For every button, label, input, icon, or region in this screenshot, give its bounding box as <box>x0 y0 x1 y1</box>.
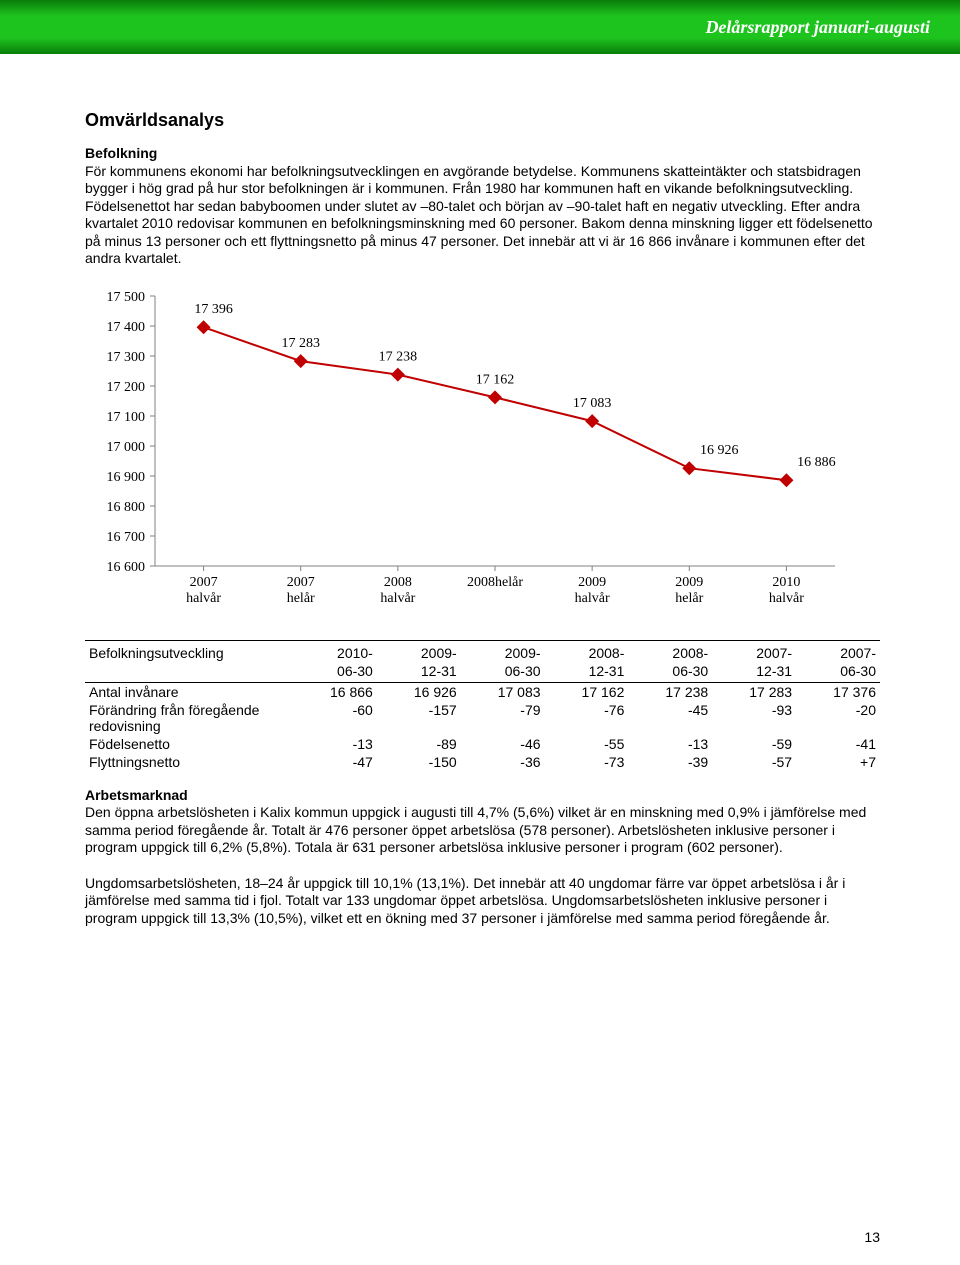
svg-text:2008: 2008 <box>384 575 412 590</box>
table-cell: -55 <box>545 735 629 753</box>
table-row: Flyttningsnetto-47-150-36-73-39-57+7 <box>85 753 880 771</box>
svg-text:17 283: 17 283 <box>281 336 320 351</box>
table-header-cell: 2009- <box>461 640 545 662</box>
table-cell: 17 238 <box>628 682 712 701</box>
table-cell: -60 <box>293 701 377 735</box>
table-cell: 16 926 <box>377 682 461 701</box>
arbetsmarknad-p1: Arbetsmarknad Den öppna arbetslösheten i… <box>85 787 880 857</box>
table-row: Förändring från föregående redovisning-6… <box>85 701 880 735</box>
table-header-cell: 2008- <box>628 640 712 662</box>
table-header-cell: 2010- <box>293 640 377 662</box>
svg-text:16 926: 16 926 <box>700 443 739 458</box>
table-cell: Flyttningsnetto <box>85 753 293 771</box>
table-header-cell: 12-31 <box>712 662 796 683</box>
svg-text:helår: helår <box>287 591 315 606</box>
befolkning-paragraph: Befolkning För kommunens ekonomi har bef… <box>85 145 880 268</box>
table-cell: -13 <box>293 735 377 753</box>
table-cell: -46 <box>461 735 545 753</box>
table-header-cell <box>85 662 293 683</box>
table-cell: -47 <box>293 753 377 771</box>
header-bar: Delårsrapport januari-augusti <box>0 0 960 54</box>
svg-text:17 000: 17 000 <box>107 440 146 455</box>
section-title: Omvärldsanalys <box>85 110 880 131</box>
svg-text:2007: 2007 <box>190 575 218 590</box>
arbetsmarknad-p2: Ungdomsarbetslösheten, 18–24 år uppgick … <box>85 875 880 928</box>
svg-text:halvår: halvår <box>575 591 610 606</box>
svg-text:2007: 2007 <box>287 575 315 590</box>
svg-text:17 100: 17 100 <box>107 410 146 425</box>
sub-title-arbetsmarknad: Arbetsmarknad <box>85 787 188 803</box>
svg-text:16 800: 16 800 <box>107 500 146 515</box>
table-cell: -45 <box>628 701 712 735</box>
table-cell: 17 162 <box>545 682 629 701</box>
table-header-cell: 12-31 <box>377 662 461 683</box>
table-cell: +7 <box>796 753 880 771</box>
svg-text:17 162: 17 162 <box>476 372 515 387</box>
table-cell: 17 283 <box>712 682 796 701</box>
table-header-cell: 2009- <box>377 640 461 662</box>
table-header-cell: 2007- <box>796 640 880 662</box>
table-cell: -150 <box>377 753 461 771</box>
table-cell: -76 <box>545 701 629 735</box>
svg-text:17 500: 17 500 <box>107 290 146 305</box>
body-text-befolkning: För kommunens ekonomi har befolkningsutv… <box>85 163 873 267</box>
svg-text:17 083: 17 083 <box>573 396 612 411</box>
svg-text:16 900: 16 900 <box>107 470 146 485</box>
table-row: Födelsenetto-13-89-46-55-13-59-41 <box>85 735 880 753</box>
svg-text:17 238: 17 238 <box>379 349 418 364</box>
population-chart: 16 600 16 700 16 800 16 900 17 000 17 100 17 2… <box>85 286 845 616</box>
table-cell: -13 <box>628 735 712 753</box>
table-cell: -59 <box>712 735 796 753</box>
sub-title-befolkning: Befolkning <box>85 145 157 161</box>
table-cell: -57 <box>712 753 796 771</box>
table-cell: Förändring från föregående redovisning <box>85 701 293 735</box>
table-header-cell: 06-30 <box>796 662 880 683</box>
svg-text:2009: 2009 <box>675 575 703 590</box>
table-header-cell: 06-30 <box>293 662 377 683</box>
table-header-cell: Befolkningsutveckling <box>85 640 293 662</box>
table-header-cell: 06-30 <box>461 662 545 683</box>
table-cell: -20 <box>796 701 880 735</box>
header-title: Delårsrapport januari-augusti <box>705 17 930 38</box>
table-cell: Antal invånare <box>85 682 293 701</box>
population-table: Befolkningsutveckling2010-2009-2009-2008… <box>85 640 880 771</box>
svg-text:halvår: halvår <box>186 591 221 606</box>
table-header-cell: 12-31 <box>545 662 629 683</box>
table-row: Antal invånare16 86616 92617 08317 16217… <box>85 682 880 701</box>
svg-text:17 400: 17 400 <box>107 320 146 335</box>
svg-text:16 600: 16 600 <box>107 560 146 575</box>
table-cell: 16 866 <box>293 682 377 701</box>
table-cell: -157 <box>377 701 461 735</box>
svg-text:16 886: 16 886 <box>797 455 836 470</box>
svg-text:16 700: 16 700 <box>107 530 146 545</box>
table-cell: Födelsenetto <box>85 735 293 753</box>
table-header-cell: 2007- <box>712 640 796 662</box>
table-cell: 17 083 <box>461 682 545 701</box>
svg-text:2010: 2010 <box>772 575 800 590</box>
svg-text:halvår: halvår <box>769 591 804 606</box>
table-header-cell: 06-30 <box>628 662 712 683</box>
page-number: 13 <box>864 1229 880 1245</box>
table-header-cell: 2008- <box>545 640 629 662</box>
table-cell: -36 <box>461 753 545 771</box>
svg-text:17 300: 17 300 <box>107 350 146 365</box>
table-cell: 17 376 <box>796 682 880 701</box>
svg-text:halvår: halvår <box>380 591 415 606</box>
svg-text:helår: helår <box>675 591 703 606</box>
svg-text:17 396: 17 396 <box>194 302 233 317</box>
table-cell: -73 <box>545 753 629 771</box>
table-cell: -79 <box>461 701 545 735</box>
svg-text:2009: 2009 <box>578 575 606 590</box>
table-cell: -89 <box>377 735 461 753</box>
table-cell: -41 <box>796 735 880 753</box>
svg-text:2008helår: 2008helår <box>467 575 523 590</box>
svg-text:17 200: 17 200 <box>107 380 146 395</box>
arbetsmarknad-text-1: Den öppna arbetslösheten i Kalix kommun … <box>85 804 866 855</box>
table-cell: -39 <box>628 753 712 771</box>
table-cell: -93 <box>712 701 796 735</box>
